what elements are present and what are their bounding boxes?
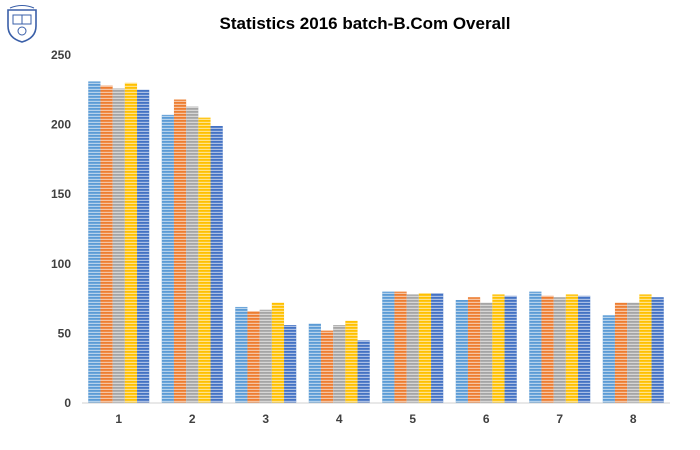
bar-stripe-cat2-series5: [210, 125, 223, 403]
bar-stripe-cat3-series1: [235, 306, 248, 403]
x-tick-label: 8: [630, 412, 637, 426]
bar-stripe-cat1-series1: [88, 81, 101, 403]
bar-stripe-cat5-series4: [418, 293, 432, 403]
bar-stripe-cat8-series5: [651, 297, 664, 403]
bar-stripe-cat3-series3: [259, 309, 272, 403]
bar-stripe-cat4-series5: [357, 340, 370, 403]
bar-stripe-cat7-series5: [578, 295, 591, 403]
x-tick-label: 2: [189, 412, 196, 426]
bar-stripe-cat1-series3: [112, 88, 125, 404]
bar-stripe-cat7-series2: [541, 295, 554, 403]
bar-stripe-cat1-series2: [100, 85, 113, 404]
bar-stripe-cat5-series2: [394, 291, 407, 403]
bar-stripe-cat5-series3: [406, 294, 419, 403]
bar-stripe-cat7-series1: [529, 291, 542, 403]
y-tick-label: 50: [58, 326, 72, 340]
bar-stripe-cat5-series5: [431, 293, 444, 403]
bar-stripe-cat1-series5: [137, 89, 150, 404]
bar-stripe-cat3-series4: [271, 302, 285, 403]
bar-stripe-cat5-series1: [382, 291, 395, 403]
bar-stripe-cat2-series2: [173, 99, 187, 403]
bar-stripe-cat7-series4: [565, 294, 579, 403]
bar-stripe-cat6-series5: [504, 295, 517, 403]
x-tick-label: 5: [409, 412, 416, 426]
chart-title: Statistics 2016 batch-B.Com Overall: [219, 14, 511, 33]
bar-stripe-cat3-series2: [247, 311, 260, 403]
x-tick-label: 1: [115, 412, 122, 426]
y-tick-label: 250: [51, 48, 71, 62]
y-tick-label: 0: [64, 396, 71, 410]
bar-stripe-cat6-series3: [480, 302, 493, 403]
bar-stripe-cat8-series4: [639, 294, 652, 403]
bar-stripe-cat6-series1: [455, 299, 468, 403]
x-tick-label: 3: [262, 412, 269, 426]
bar-stripe-cat4-series2: [320, 330, 334, 403]
bar-stripe-cat7-series3: [553, 297, 566, 403]
bar-stripe-cat8-series1: [602, 315, 615, 403]
y-tick-label: 150: [51, 187, 71, 201]
y-tick-label: 100: [51, 257, 71, 271]
college-logo: [4, 4, 40, 49]
bar-stripe-cat8-series2: [614, 302, 628, 403]
bar-stripe-cat1-series4: [124, 82, 138, 403]
x-tick-label: 6: [483, 412, 490, 426]
x-tick-label: 7: [556, 412, 563, 426]
bar-stripe-cat2-series1: [161, 114, 174, 403]
bar-stripe-cat2-series3: [186, 106, 199, 403]
bar-stripe-cat6-series2: [467, 297, 481, 403]
bar-stripe-cat3-series5: [284, 325, 297, 403]
bar-stripe-cat4-series3: [333, 325, 346, 403]
y-tick-label: 200: [51, 118, 71, 132]
bar-stripe-cat4-series1: [308, 323, 321, 403]
x-tick-label: 4: [336, 412, 343, 426]
bar-stripe-cat6-series4: [492, 294, 505, 403]
bar-stripe-cat2-series4: [198, 117, 211, 403]
bar-stripe-cat4-series4: [345, 320, 358, 403]
bar-stripe-cat8-series3: [627, 302, 640, 403]
